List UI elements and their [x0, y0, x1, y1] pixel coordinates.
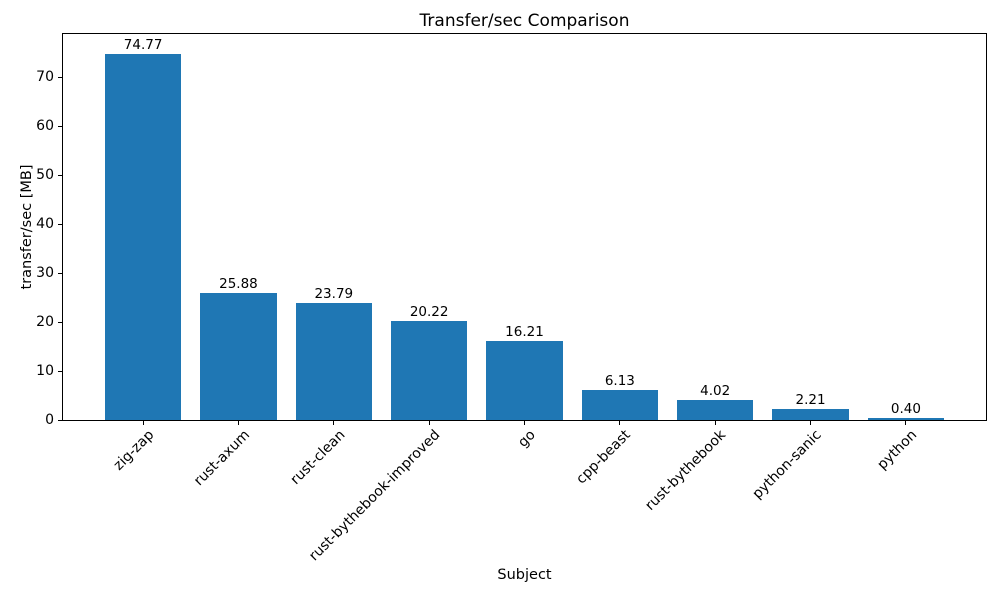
y-tick-mark — [58, 76, 62, 78]
y-tick-mark — [58, 272, 62, 274]
y-tick-label: 0 — [45, 412, 54, 428]
y-tick-mark — [58, 321, 62, 323]
x-tick-mark — [524, 421, 525, 425]
x-tick-mark — [714, 421, 716, 425]
x-tick-label: cpp-beast — [573, 427, 635, 488]
x-tick-label: zig-zap — [110, 427, 158, 474]
bar-value-label: 16.21 — [505, 323, 544, 340]
bar-python-sanic — [772, 409, 849, 420]
x-axis-label: Subject — [497, 567, 552, 583]
bar-value-label: 25.88 — [219, 276, 258, 293]
y-axis-label: transfer/sec [MB] — [19, 164, 35, 290]
x-tick-mark — [905, 421, 907, 425]
x-tick-label: go — [515, 427, 539, 451]
bar-rust-axum — [200, 293, 277, 420]
bar-value-label: 74.77 — [123, 36, 163, 53]
y-tick-label: 30 — [36, 265, 54, 282]
y-tick-label: 70 — [36, 69, 54, 86]
x-tick-mark — [428, 421, 430, 425]
y-tick-mark — [58, 370, 62, 372]
x-tick-mark — [619, 421, 621, 425]
chart-title: Transfer/sec Comparison — [419, 11, 630, 31]
bar-rust-clean — [295, 303, 372, 420]
y-tick-mark — [58, 174, 62, 176]
bar-zig-zap — [104, 53, 182, 420]
bar-value-label: 20.22 — [409, 303, 449, 320]
bar-value-label: 4.02 — [700, 383, 731, 400]
y-tick-label: 60 — [36, 118, 54, 135]
bar-value-label: 23.79 — [314, 286, 354, 303]
y-tick-label: 10 — [36, 363, 54, 379]
x-tick-label: rust-clean — [287, 427, 349, 488]
x-tick-mark — [237, 421, 239, 425]
bar-value-label: 0.40 — [890, 401, 921, 418]
y-tick-mark — [58, 419, 62, 421]
y-tick-label: 50 — [36, 167, 54, 184]
x-tick-label: python-sanic — [749, 427, 825, 503]
x-tick-label: rust-bythebook — [642, 427, 730, 514]
bar-cpp-beast — [581, 389, 658, 420]
x-tick-mark — [810, 421, 812, 425]
bar-python — [867, 418, 945, 420]
bar-value-label: 2.21 — [795, 392, 826, 409]
x-tick-mark — [333, 421, 335, 425]
x-tick-label: python — [874, 427, 921, 473]
x-tick-mark — [142, 421, 144, 425]
y-tick-mark — [58, 125, 62, 127]
bar-value-label: 6.13 — [604, 372, 635, 389]
x-tick-label: rust-axum — [190, 427, 253, 490]
plot-area: 74.77 25.88 23.79 20.22 16.21 6.13 4.02 2.21 0.4… — [62, 33, 987, 421]
bar-rust-bythebook — [677, 400, 754, 420]
bar-rust-bythebook-improved — [391, 320, 468, 420]
y-tick-label: 40 — [36, 216, 54, 233]
bar-go — [486, 340, 563, 420]
y-tick-mark — [58, 223, 62, 225]
y-tick-label: 20 — [36, 314, 54, 331]
